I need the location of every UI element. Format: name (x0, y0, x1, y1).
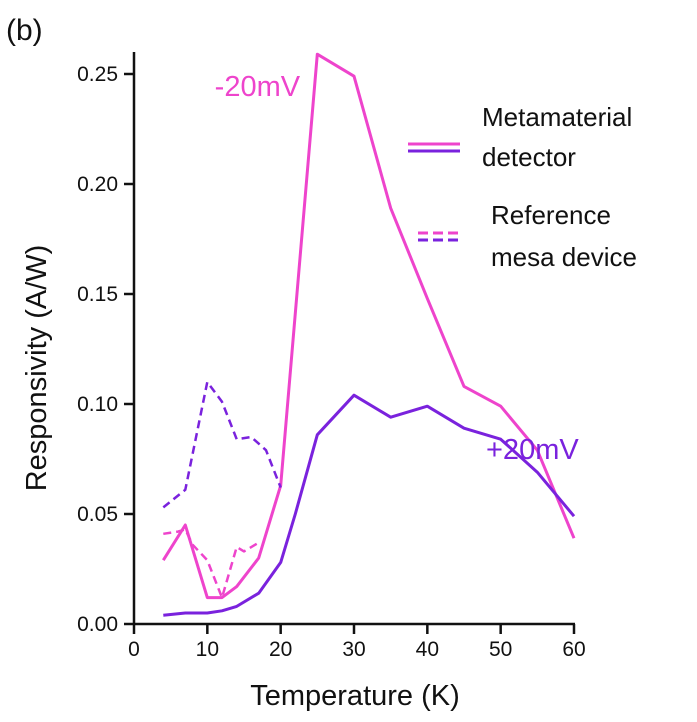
x-tick-label: 30 (342, 638, 365, 661)
panel-label: (b) (6, 14, 43, 47)
legend-item-metamaterial: Metamaterial detector (408, 102, 632, 172)
y-tick-label: 0.05 (77, 503, 118, 526)
x-tick-label: 60 (562, 638, 585, 661)
annotations: -20mV +20mV (215, 71, 580, 466)
series-line-ref_plus (162, 380, 282, 509)
series-line-meta_minus (162, 52, 576, 600)
x-tick-label: 20 (269, 638, 292, 661)
legend-label-reference-line1: Reference (491, 200, 611, 230)
x-tick-label: 10 (196, 638, 219, 661)
y-ticks: 0.00 0.05 0.10 0.15 0.20 0.25 (77, 63, 134, 636)
x-axis-title: Temperature (K) (250, 680, 460, 712)
y-tick-label: 0.00 (77, 613, 118, 636)
series-line-meta_plus (163, 393, 576, 617)
y-tick-label: 0.25 (77, 63, 118, 86)
legend-item-reference: Reference mesa device (418, 200, 637, 272)
y-tick-label: 0.20 (77, 173, 118, 196)
plot-area (162, 52, 576, 617)
legend: Metamaterial detector Reference mesa dev… (408, 102, 637, 272)
annotation-label: +20mV (486, 434, 579, 466)
y-axis-title: Responsivity (A/W) (21, 245, 53, 492)
legend-label-metamaterial-line1: Metamaterial (482, 102, 632, 132)
y-tick-label: 0.15 (77, 283, 118, 306)
x-tick-label: 40 (416, 638, 439, 661)
y-tick-label: 0.10 (77, 393, 118, 416)
series-line-ref_minus (163, 528, 260, 599)
legend-label-metamaterial-line2: detector (482, 142, 576, 172)
x-tick-label: 0 (128, 638, 140, 661)
x-tick-label: 50 (489, 638, 512, 661)
x-ticks: 0 10 20 30 40 50 60 (128, 624, 586, 661)
legend-label-reference-line2: mesa device (491, 242, 637, 272)
annotation-label: -20mV (215, 71, 301, 103)
